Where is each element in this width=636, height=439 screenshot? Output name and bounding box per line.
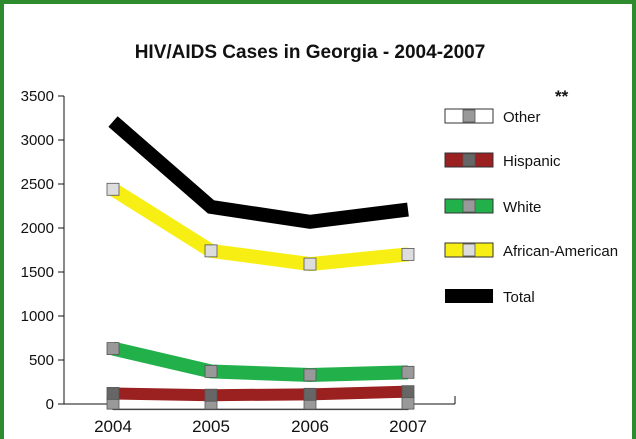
data-point-marker: [106, 387, 120, 400]
y-tick-label: 0: [46, 396, 54, 413]
legend-swatch-marker: [462, 109, 476, 123]
legend-label: Other: [503, 109, 541, 126]
legend-swatch-marker: [462, 199, 476, 213]
data-point-marker: [401, 385, 415, 399]
data-point-marker: [401, 365, 415, 379]
series-layer: [106, 116, 415, 411]
legend-item: African-American: [444, 242, 618, 260]
data-point-marker: [303, 368, 317, 382]
legend-label: Hispanic: [503, 153, 561, 170]
legend-item: White: [444, 198, 541, 216]
legend-swatch: [445, 289, 493, 303]
chart-title: HIV/AIDS Cases in Georgia - 2004-2007: [135, 42, 486, 63]
series-line: [112, 385, 409, 402]
y-tick-label: 1500: [21, 264, 54, 281]
chart-legend: Other Hispanic White African-American Total *…: [444, 87, 618, 306]
legend-item: Total: [445, 289, 535, 306]
legend-item: Hispanic: [444, 152, 561, 170]
y-tick-label: 500: [29, 352, 54, 369]
series-african-american: [106, 182, 415, 272]
legend-swatch-marker: [462, 243, 476, 257]
series-line: [108, 116, 409, 229]
x-tick-label: 2006: [291, 417, 329, 436]
data-point-marker: [303, 387, 317, 401]
chart-axes: 0 500 1000 1500 2000 2500 3000 3500 2004 2005 2006…: [21, 88, 456, 436]
data-point-marker: [401, 247, 415, 261]
x-tick-label: 2005: [192, 417, 230, 436]
data-point-marker: [204, 244, 218, 258]
data-point-marker: [106, 342, 120, 355]
y-tick-label: 3500: [21, 88, 54, 105]
legend-item: Other: [444, 108, 541, 126]
y-tick-label: 2500: [21, 176, 54, 193]
data-point-marker: [401, 396, 415, 410]
data-point-marker: [303, 257, 317, 271]
data-point-marker: [204, 365, 218, 378]
x-tick-label: 2004: [94, 417, 132, 436]
data-point-marker: [106, 182, 120, 196]
series-other: [106, 396, 415, 411]
data-point-marker: [204, 388, 218, 402]
legend-swatch-marker: [462, 153, 476, 167]
series-total: [108, 116, 409, 229]
legend-label: White: [503, 199, 541, 216]
y-tick-label: 2000: [21, 220, 54, 237]
legend-label: African-American: [503, 243, 618, 260]
y-tick-label: 1000: [21, 308, 54, 325]
series-white: [106, 341, 415, 382]
x-tick-label: 2007: [389, 417, 427, 436]
y-tick-label: 3000: [21, 132, 54, 149]
series-hispanic: [106, 385, 415, 402]
series-line: [109, 183, 409, 272]
series-line: [111, 341, 409, 382]
legend-note: **: [555, 87, 569, 106]
legend-label: Total: [503, 289, 535, 306]
